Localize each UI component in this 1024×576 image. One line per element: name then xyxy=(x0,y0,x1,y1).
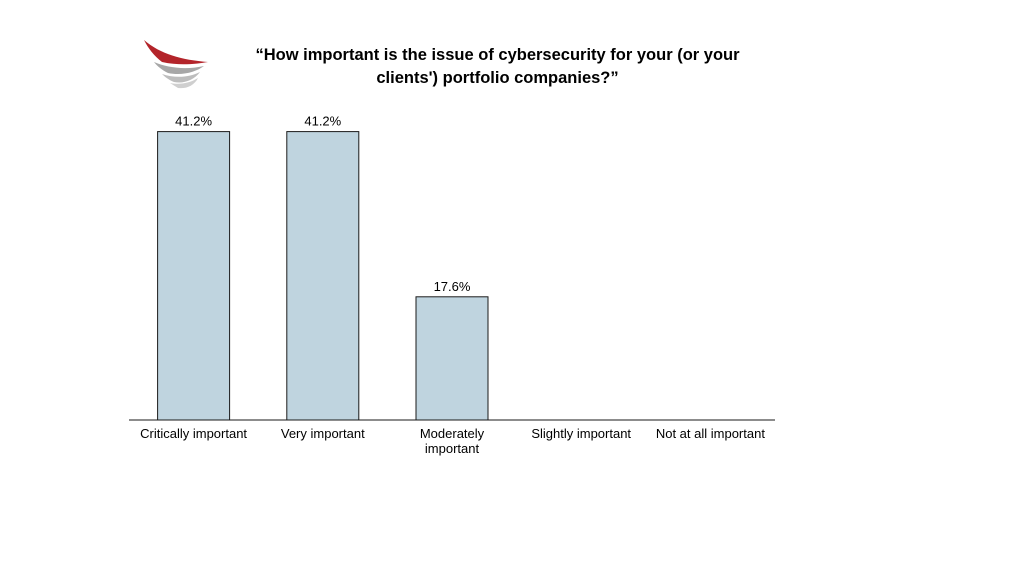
category-label-4: Not at all important xyxy=(656,426,765,441)
chart-title: “How important is the issue of cybersecu… xyxy=(245,44,750,90)
category-label-3: Slightly important xyxy=(531,426,631,441)
chart-title-line-2: clients') portfolio companies?” xyxy=(376,69,619,87)
category-label-0: Critically important xyxy=(140,426,247,441)
wing-logo-icon xyxy=(144,40,208,89)
data-label-1: 41.2% xyxy=(304,114,341,129)
data-label-2: 17.6% xyxy=(434,279,471,294)
category-label-1: Very important xyxy=(281,426,365,441)
data-label-0: 41.2% xyxy=(175,114,212,129)
category-label-2: Moderately important xyxy=(420,426,485,456)
bar-1 xyxy=(286,131,360,421)
bar-0 xyxy=(157,131,231,421)
bar-2 xyxy=(415,296,489,421)
chart-title-line-1: “How important is the issue of cybersecu… xyxy=(255,46,740,64)
